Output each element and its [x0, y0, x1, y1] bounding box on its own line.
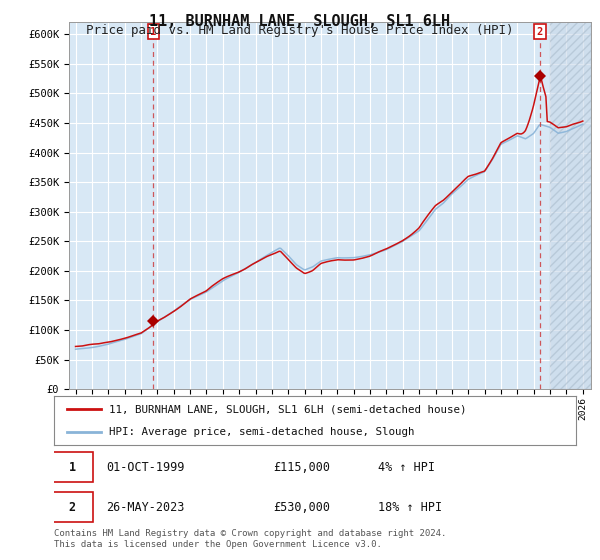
Text: £530,000: £530,000 [273, 501, 330, 514]
Text: 18% ↑ HPI: 18% ↑ HPI [377, 501, 442, 514]
FancyBboxPatch shape [52, 492, 93, 522]
Text: 1: 1 [69, 460, 76, 474]
FancyBboxPatch shape [52, 452, 93, 482]
Text: Contains HM Land Registry data © Crown copyright and database right 2024.
This d: Contains HM Land Registry data © Crown c… [54, 529, 446, 549]
Text: 2: 2 [69, 501, 76, 514]
Text: Price paid vs. HM Land Registry's House Price Index (HPI): Price paid vs. HM Land Registry's House … [86, 24, 514, 37]
Text: 2: 2 [536, 26, 543, 36]
Text: HPI: Average price, semi-detached house, Slough: HPI: Average price, semi-detached house,… [109, 427, 415, 437]
Text: 11, BURNHAM LANE, SLOUGH, SL1 6LH (semi-detached house): 11, BURNHAM LANE, SLOUGH, SL1 6LH (semi-… [109, 404, 466, 414]
Text: 11, BURNHAM LANE, SLOUGH, SL1 6LH: 11, BURNHAM LANE, SLOUGH, SL1 6LH [149, 14, 451, 29]
Bar [550, 22, 591, 389]
Text: 4% ↑ HPI: 4% ↑ HPI [377, 460, 434, 474]
Text: 1: 1 [150, 26, 157, 36]
Text: 26-MAY-2023: 26-MAY-2023 [106, 501, 185, 514]
Text: £115,000: £115,000 [273, 460, 330, 474]
Text: 01-OCT-1999: 01-OCT-1999 [106, 460, 185, 474]
